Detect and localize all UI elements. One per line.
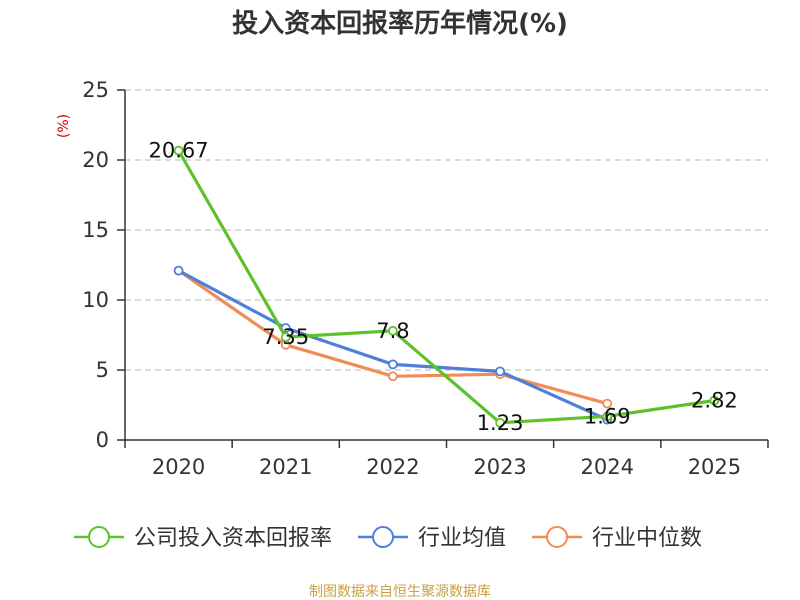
data-label: 7.35: [262, 325, 309, 349]
data-point: [280, 332, 291, 343]
x-tick-label: 2020: [152, 455, 205, 479]
x-tick-label: 2024: [581, 455, 634, 479]
legend-item[interactable]: 行业中位数: [532, 526, 702, 551]
x-tick-label: 2023: [473, 455, 526, 479]
source-note: 制图数据来自恒生聚源数据库: [309, 584, 491, 600]
legend-item[interactable]: 公司投入资本回报率: [74, 526, 332, 551]
data-point: [602, 411, 613, 422]
x-tick-label: 2021: [259, 455, 312, 479]
series-line: [177, 269, 608, 422]
grid-lines: [125, 89, 768, 371]
series-lines: [173, 145, 720, 428]
data-label: 1.69: [584, 404, 631, 428]
y-tick-label: 20: [82, 148, 109, 172]
y-tick-label: 10: [82, 288, 109, 312]
data-point: [173, 145, 184, 156]
legend-item[interactable]: 行业均值: [358, 526, 506, 551]
y-tick-label: 5: [96, 358, 109, 382]
legend-label: 行业中位数: [592, 526, 702, 551]
y-tick-label: 25: [82, 78, 109, 102]
x-tick-label: 2022: [366, 455, 419, 479]
data-point: [495, 417, 505, 428]
chart-title: 投入资本回报率历年情况(%): [232, 8, 568, 39]
legend-label: 公司投入资本回报率: [134, 526, 332, 551]
data-point: [602, 398, 613, 409]
data-labels: 20.67 7.35 7.8 1.23 1.69 2.82: [149, 139, 738, 435]
data-point: [495, 366, 505, 377]
y-axis-label: (%): [56, 114, 72, 138]
data-label: 20.67: [149, 139, 209, 163]
x-tick-label: 2025: [688, 455, 741, 479]
data-point: [388, 325, 398, 336]
data-point: [709, 395, 720, 406]
data-label: 2.82: [691, 389, 738, 413]
data-point: [388, 359, 398, 370]
y-tick-label: 0: [96, 428, 109, 452]
data-point: [388, 371, 398, 382]
legend-label: 行业均值: [418, 526, 506, 551]
series-line: [177, 149, 715, 425]
legend-swatch-marker: [88, 526, 110, 548]
legend-swatch-marker: [546, 526, 569, 548]
data-label: 7.8: [376, 319, 409, 343]
legend: 公司投入资本回报率 行业均值 行业中位数: [74, 526, 702, 551]
legend-swatch-marker: [372, 526, 395, 548]
data-point: [173, 265, 184, 276]
data-label: 1.23: [477, 411, 524, 435]
y-tick-label: 15: [82, 218, 109, 242]
